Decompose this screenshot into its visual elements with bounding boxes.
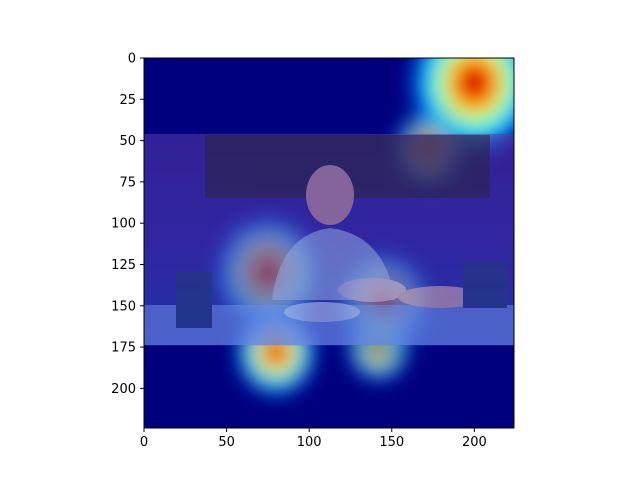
photo-plate-right [398, 286, 482, 308]
y-tick-label: 200 [111, 382, 136, 397]
y-tick-label: 100 [111, 217, 136, 232]
y-tick-label: 150 [111, 299, 136, 314]
photo-plate-middle [338, 278, 406, 302]
y-tick-label: 75 [119, 175, 136, 190]
photo-menu-stand-right [463, 262, 507, 308]
y-tick-label: 175 [111, 341, 136, 356]
y-tick-label: 25 [119, 93, 136, 108]
y-tick-label: 0 [128, 52, 136, 67]
x-axis: 0 50 100 150 200 [140, 428, 487, 450]
x-tick-label: 0 [140, 435, 148, 450]
plot-frame [143, 57, 515, 429]
photo-scene [144, 135, 514, 345]
photo-plate-left [284, 302, 360, 322]
y-tick-label: 50 [119, 134, 136, 149]
photo-menu-stand-left [176, 272, 212, 328]
photo-person-head [306, 165, 354, 225]
y-tick-label: 125 [111, 258, 136, 273]
x-tick-label: 150 [379, 435, 404, 450]
y-axis: 0 25 50 75 100 125 150 175 200 [111, 52, 144, 397]
x-tick-label: 100 [297, 435, 322, 450]
plot-area [144, 58, 514, 428]
x-tick-label: 200 [462, 435, 487, 450]
x-tick-label: 50 [218, 435, 235, 450]
